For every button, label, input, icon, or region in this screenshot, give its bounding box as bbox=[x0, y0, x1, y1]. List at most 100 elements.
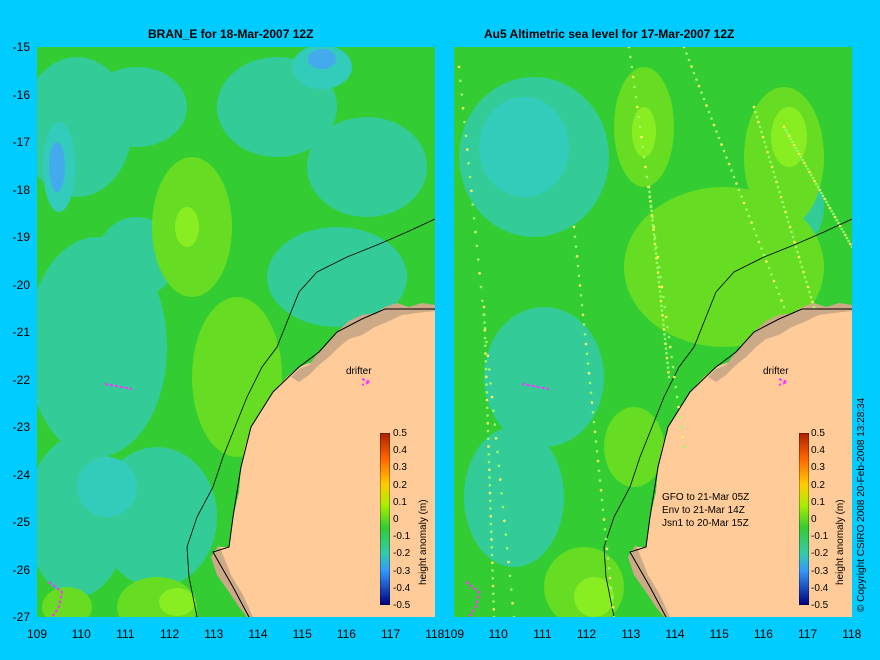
altimeter-track-point bbox=[675, 395, 679, 399]
right-colorbar-label: height anomaly (m) bbox=[835, 499, 846, 585]
altimeter-track-point bbox=[695, 78, 698, 81]
altimeter-track-point bbox=[674, 385, 678, 389]
altimeter-track-point bbox=[782, 305, 786, 309]
altimeter-track-point bbox=[483, 336, 487, 340]
colorbar-tick-label: -0.2 bbox=[393, 548, 411, 560]
altimeter-track-point bbox=[663, 305, 667, 309]
left-map bbox=[37, 47, 435, 617]
altimeter-track-point bbox=[700, 91, 703, 94]
altimeter-track-point bbox=[842, 230, 845, 234]
altimeter-track-point bbox=[488, 491, 492, 495]
altimeter-track-point bbox=[492, 608, 496, 611]
altimeter-track-point bbox=[825, 200, 828, 204]
altimeter-track-point bbox=[803, 275, 807, 279]
altimeter-track-point bbox=[472, 217, 476, 220]
altimeter-track-point bbox=[665, 356, 669, 360]
colorbar-tick-label: -0.4 bbox=[393, 582, 411, 594]
altimeter-track-point bbox=[485, 375, 488, 379]
altimeter-track-point bbox=[641, 145, 645, 149]
altimeter-track-point bbox=[763, 140, 766, 144]
altimeter-track-point bbox=[652, 228, 655, 232]
altimeter-track-point bbox=[770, 165, 774, 169]
altimeter-track-point bbox=[491, 577, 495, 580]
altimeter-track-point bbox=[603, 528, 607, 531]
altimeter-track-point bbox=[730, 169, 733, 172]
altimeter-track-point bbox=[638, 125, 642, 129]
altimeter-track-point bbox=[659, 299, 663, 303]
altimeter-track-point bbox=[601, 508, 605, 512]
altimeter-track-point bbox=[806, 285, 810, 289]
altimeter-track-point bbox=[485, 383, 488, 386]
x-tick-label: 110 bbox=[71, 627, 91, 641]
altimeter-track-point bbox=[809, 295, 813, 299]
altimeter-track-point bbox=[596, 459, 600, 463]
altimeter-track-point bbox=[629, 55, 632, 59]
altimeter-track-point bbox=[578, 284, 582, 287]
altimeter-track-point bbox=[812, 305, 816, 309]
altimeter-track-point bbox=[669, 345, 672, 349]
x-tick-label: 112 bbox=[577, 627, 597, 641]
altimeter-track-point bbox=[640, 135, 643, 139]
altimeter-track-point bbox=[781, 200, 784, 204]
altimeter-track-point bbox=[830, 209, 833, 213]
altimeter-track-point bbox=[665, 352, 668, 355]
altimeter-track-point bbox=[490, 530, 493, 534]
altimeter-track-point bbox=[487, 460, 491, 464]
altimeter-track-point bbox=[757, 240, 761, 244]
altimeter-track-point bbox=[656, 271, 660, 274]
altimeter-track-point bbox=[584, 342, 588, 346]
altimeter-track-point bbox=[492, 600, 495, 603]
x-tick-label: 113 bbox=[621, 627, 641, 641]
right-colorbar bbox=[799, 433, 809, 605]
altimeter-track-point bbox=[479, 285, 483, 289]
altimeter-track-point bbox=[574, 245, 578, 248]
altimeter-track-point bbox=[510, 588, 513, 591]
altimeter-track-point bbox=[802, 270, 805, 274]
altimeter-track-point bbox=[769, 160, 772, 164]
colorbar-tick-label: 0.3 bbox=[811, 462, 825, 474]
altimeter-track-point bbox=[682, 47, 686, 49]
colorbar-tick-label: -0.5 bbox=[393, 600, 411, 611]
altimeter-track-point bbox=[804, 164, 808, 168]
altimeter-track-point bbox=[609, 586, 613, 590]
altimeter-track-point bbox=[687, 58, 691, 62]
altimeter-track-point bbox=[576, 264, 580, 268]
altimeter-track-point bbox=[491, 584, 495, 588]
altimeter-track-point bbox=[464, 134, 468, 138]
altimeter-track-point bbox=[791, 235, 795, 239]
altimeter-track-point bbox=[648, 190, 651, 194]
y-tick-label: -19 bbox=[12, 230, 30, 244]
altimeter-track-point bbox=[644, 165, 647, 169]
altimeter-track-point bbox=[606, 557, 610, 560]
altimeter-track-point bbox=[477, 258, 480, 261]
altimeter-track-point bbox=[488, 368, 491, 371]
altimeter-track-point bbox=[649, 204, 653, 208]
altimeter-track-point bbox=[482, 305, 486, 309]
altimeter-track-point bbox=[785, 215, 789, 219]
altimeter-track-point bbox=[645, 175, 649, 179]
altimeter-track-point bbox=[787, 134, 791, 138]
altimeter-track-point bbox=[486, 354, 490, 358]
altimeter-track-point bbox=[467, 162, 470, 165]
altimeter-track-point bbox=[766, 150, 769, 154]
altimeter-track-point bbox=[780, 299, 783, 302]
x-tick-label: 117 bbox=[798, 627, 818, 641]
altimeter-track-point bbox=[681, 435, 684, 439]
altimeter-track-point bbox=[612, 615, 616, 617]
altimeter-track-point bbox=[803, 161, 806, 165]
altimeter-track-point bbox=[585, 352, 589, 356]
altimeter-track-point bbox=[678, 415, 682, 419]
altimeter-track-point bbox=[786, 131, 789, 135]
altimeter-track-point bbox=[484, 344, 487, 348]
x-tick-label: 116 bbox=[753, 627, 773, 641]
altimeter-track-point bbox=[463, 120, 466, 124]
altimeter-track-point bbox=[466, 148, 469, 151]
altimeter-track-point bbox=[483, 313, 486, 317]
altimeter-track-point bbox=[762, 253, 766, 257]
altimeter-track-point bbox=[488, 468, 491, 472]
altimeter-track-point bbox=[850, 245, 852, 249]
altimeter-track-point bbox=[818, 188, 821, 192]
altimeter-track-point bbox=[732, 175, 736, 179]
altimeter-track-point bbox=[659, 295, 662, 298]
altimeter-track-point bbox=[720, 143, 723, 146]
